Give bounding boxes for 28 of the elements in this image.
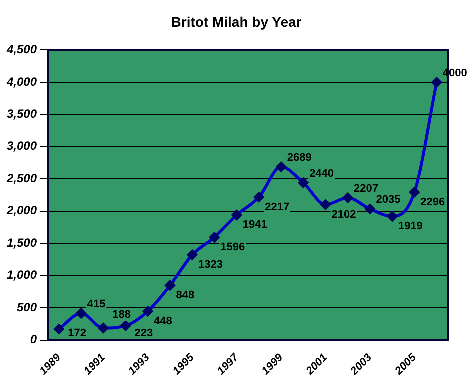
y-tick-label: 4,500	[6, 42, 38, 57]
y-tick-label: 1,000	[7, 268, 38, 282]
data-label: 2689	[287, 152, 312, 164]
data-label: 2207	[354, 183, 378, 196]
data-label: 188	[112, 309, 131, 322]
y-tick-label: 2,500	[6, 171, 38, 186]
y-tick-label: 2,000	[6, 204, 38, 218]
y-tick-label: 3,000	[7, 139, 38, 154]
y-tick-label: 3,500	[7, 106, 38, 121]
chart-title: Britot Milah by Year	[170, 14, 303, 30]
data-label: 172	[68, 327, 86, 340]
y-tick-label: 1,500	[7, 236, 38, 250]
data-label: 1919	[398, 220, 423, 233]
data-label: 448	[154, 316, 172, 328]
data-label: 1323	[198, 259, 223, 272]
y-tick-label: 0	[30, 332, 38, 347]
y-tick-label: 500	[17, 300, 38, 314]
y-tick-label: 4,000	[6, 74, 38, 89]
data-label: 223	[134, 327, 154, 340]
data-label: 2217	[265, 201, 290, 214]
data-label: 2102	[332, 208, 356, 221]
data-label: 1941	[242, 219, 268, 232]
data-label: 2035	[376, 194, 401, 206]
data-label: 848	[176, 290, 195, 302]
data-label: 1596	[220, 241, 246, 254]
data-label: 2440	[310, 168, 334, 180]
data-label: 2296	[420, 196, 446, 208]
data-label: 415	[87, 298, 106, 311]
